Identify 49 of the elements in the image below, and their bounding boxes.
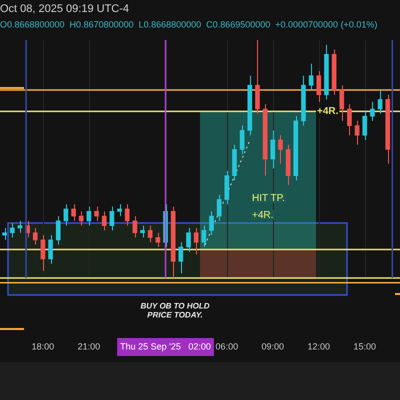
x-tick-label: 06:00 — [216, 341, 238, 352]
candlestick — [117, 204, 122, 217]
x-tick-label: 21:00 — [78, 341, 100, 352]
x-tick-label: 15:00 — [353, 341, 376, 352]
candlestick — [308, 63, 314, 90]
candlestick — [140, 225, 145, 238]
candlestick — [56, 216, 61, 246]
annotation: +4R. — [252, 210, 274, 221]
candlestick — [202, 225, 206, 248]
candlestick — [194, 228, 198, 255]
candlestick — [278, 134, 283, 164]
ref-line-label: +4R. — [317, 106, 339, 118]
candlestick — [2, 228, 7, 240]
candlestick — [32, 228, 38, 246]
candlestick — [124, 204, 130, 226]
candlestick — [156, 232, 160, 248]
candlestick — [370, 101, 375, 122]
x-tick-label: 18:00 — [32, 341, 54, 352]
candlestick — [102, 210, 107, 231]
annotation: HIT TP. — [252, 192, 285, 204]
candlestick — [186, 228, 191, 252]
candlestick — [339, 84, 344, 122]
candlestick — [240, 125, 244, 155]
candlestick — [216, 194, 222, 222]
candlestick — [354, 120, 360, 146]
candlestick — [64, 204, 68, 226]
candlestick — [316, 70, 322, 102]
x-tick-label: 09:00 — [262, 341, 284, 352]
candlestick — [178, 242, 184, 274]
chart-title: Oct 08, 2025 09:19 UTC-4 — [0, 3, 130, 16]
candlestick — [10, 222, 15, 238]
text: BUY OB TO HOLD PRICE TODAY. — [140, 302, 210, 320]
candlestick — [48, 234, 53, 264]
x-tick-label: 12:00 — [308, 341, 330, 352]
candlestick — [86, 206, 92, 226]
candlestick — [209, 210, 214, 236]
candlestick — [132, 216, 138, 238]
candlestick — [110, 206, 114, 231]
candlestick — [94, 206, 99, 222]
x-tick-label: Thu 25 Sep '25 02:00 — [120, 341, 211, 352]
chart-subtitle: O0.8668800000 H0.8670800000 L0.8668800000 C0.8669500000 +0.0000700000 (+0.01%) — [0, 19, 378, 30]
candlestick — [18, 220, 22, 234]
candlestick — [71, 204, 76, 222]
candlestick — [148, 225, 153, 243]
candlestick — [270, 130, 276, 170]
candlestick — [40, 234, 46, 272]
candlestick — [378, 89, 382, 114]
candlestick — [347, 104, 352, 136]
candlestick — [362, 110, 368, 140]
